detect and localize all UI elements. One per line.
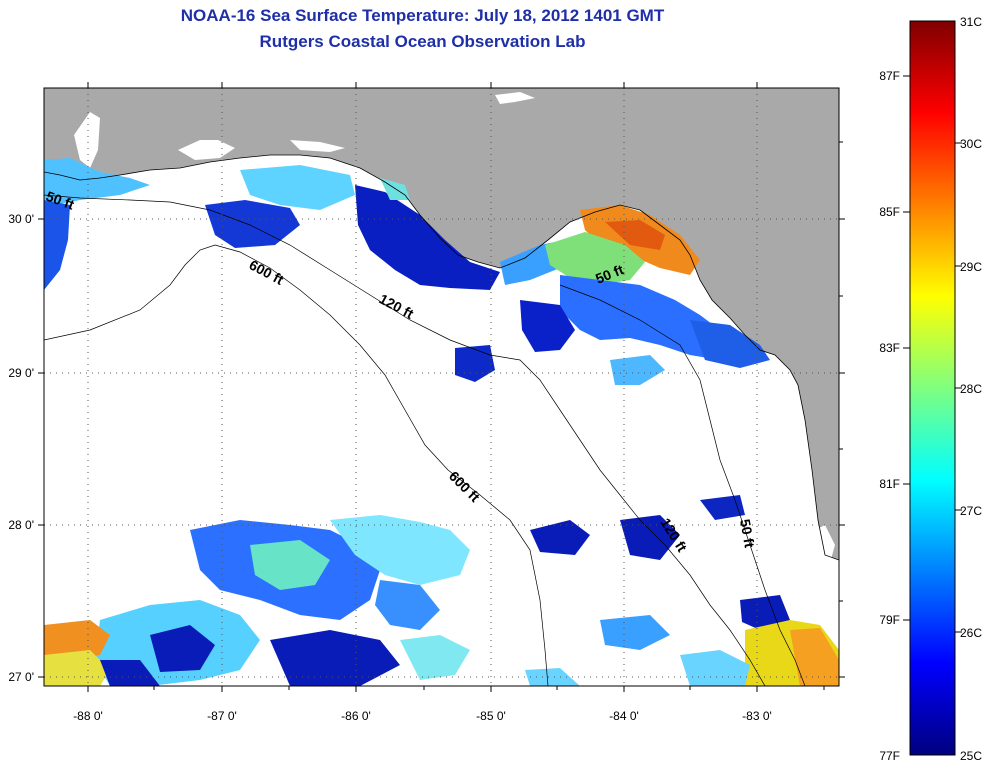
sst-patches (44, 158, 839, 686)
colorbar-fahrenheit-label: 79F (879, 613, 900, 627)
x-tick-label: -84 0' (609, 709, 639, 723)
x-tick-label: -83 0' (742, 709, 772, 723)
contour-label-east: 50 ft (737, 518, 758, 549)
x-tick-label: -87 0' (207, 709, 237, 723)
colorbar-celsius-label: 27C (960, 504, 982, 518)
colorbar-celsius-label: 30C (960, 137, 982, 151)
colorbar-fahrenheit-label: 83F (879, 341, 900, 355)
colorbar-celsius-label: 31C (960, 15, 982, 29)
x-tick-label: -86 0' (341, 709, 371, 723)
colorbar-fahrenheit-label: 77F (879, 749, 900, 763)
map-title: NOAA-16 Sea Surface Temperature: July 18… (180, 6, 665, 25)
colorbar-fahrenheit-label: 81F (879, 477, 900, 491)
colorbar-celsius-label: 29C (960, 260, 982, 274)
y-tick-label: 27 0' (8, 670, 34, 684)
colorbar-fahrenheit-label: 87F (879, 69, 900, 83)
isobath-contours (44, 194, 806, 686)
x-tick-label: -88 0' (73, 709, 103, 723)
land-mass (44, 88, 839, 560)
y-tick-label: 28 0' (8, 518, 34, 532)
map-subtitle: Rutgers Coastal Ocean Observation Lab (259, 32, 586, 51)
colorbar (909, 20, 956, 756)
colorbar-fahrenheit-label: 85F (879, 205, 900, 219)
y-tick-label: 30 0' (8, 212, 34, 226)
map-border (43, 87, 840, 687)
colorbar-celsius-label: 28C (960, 382, 982, 396)
colorbar-celsius-label: 25C (960, 749, 982, 763)
x-tick-label: -85 0' (476, 709, 506, 723)
y-tick-label: 29 0' (8, 366, 34, 380)
colorbar-celsius-label: 26C (960, 626, 982, 640)
